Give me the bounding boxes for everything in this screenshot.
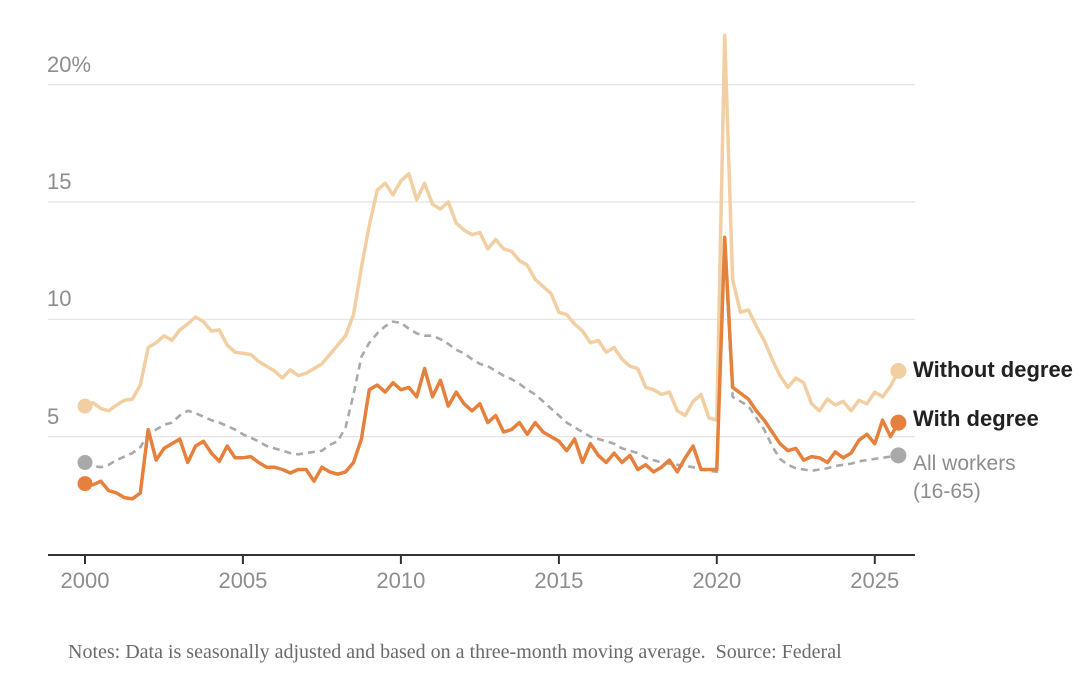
chart-notes: Notes: Data is seasonally adjusted and b… bbox=[48, 612, 1058, 690]
legend-label-all-workers: All workers (16-65) bbox=[913, 450, 1016, 506]
series-line bbox=[84, 247, 899, 474]
x-tick-label: 2005 bbox=[218, 568, 268, 593]
series-line bbox=[83, 235, 901, 501]
x-tick-label: 2015 bbox=[534, 568, 584, 593]
legend-label-all-workers-line1: All workers bbox=[913, 452, 1016, 475]
y-tick-label: 5 bbox=[47, 403, 60, 429]
series-line bbox=[83, 33, 901, 422]
series-start-dot bbox=[77, 476, 93, 492]
series-end-dot bbox=[890, 447, 907, 464]
y-tick-label: 10 bbox=[47, 286, 72, 312]
series-end-dot bbox=[890, 414, 907, 431]
legend-label-with-degree: With degree bbox=[913, 406, 1039, 431]
series-end-dot bbox=[890, 362, 907, 379]
x-tick-label: 2000 bbox=[60, 568, 110, 593]
series-start-dot bbox=[77, 398, 93, 414]
legend-label-without-degree: Without degree bbox=[913, 357, 1073, 382]
x-tick-label: 2025 bbox=[850, 568, 900, 593]
notes-line1: Notes: Data is seasonally adjusted and b… bbox=[68, 641, 842, 663]
series-start-dot bbox=[77, 455, 93, 470]
legend-label-all-workers-line2: (16-65) bbox=[913, 480, 981, 503]
y-tick-label: 20% bbox=[47, 51, 92, 77]
x-tick-label: 2020 bbox=[692, 568, 742, 593]
y-tick-label: 15 bbox=[47, 168, 72, 194]
x-tick-label: 2010 bbox=[376, 568, 426, 593]
